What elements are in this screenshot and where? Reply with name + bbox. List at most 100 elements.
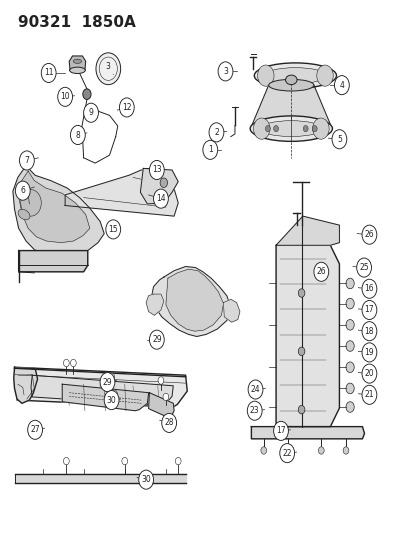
Circle shape [104, 391, 119, 410]
Circle shape [161, 414, 176, 432]
Ellipse shape [285, 75, 297, 85]
Circle shape [298, 406, 304, 414]
Circle shape [298, 347, 304, 356]
Circle shape [342, 447, 348, 454]
Polygon shape [69, 56, 85, 70]
Circle shape [285, 447, 291, 454]
Ellipse shape [268, 79, 313, 91]
Circle shape [28, 420, 43, 439]
Circle shape [361, 364, 376, 383]
Polygon shape [252, 85, 330, 124]
Text: 12: 12 [122, 103, 131, 112]
Circle shape [109, 373, 114, 381]
Text: 21: 21 [364, 390, 373, 399]
Text: 23: 23 [249, 406, 259, 415]
Circle shape [257, 65, 273, 86]
Circle shape [83, 89, 91, 100]
Circle shape [361, 321, 376, 341]
Circle shape [260, 447, 266, 454]
Circle shape [345, 341, 354, 351]
Circle shape [19, 151, 34, 170]
Circle shape [218, 62, 233, 81]
Text: 26: 26 [364, 230, 373, 239]
Circle shape [15, 181, 30, 200]
Circle shape [313, 262, 328, 281]
Circle shape [302, 125, 307, 132]
Polygon shape [65, 170, 178, 216]
Text: 3: 3 [105, 62, 110, 71]
Circle shape [112, 390, 117, 398]
Circle shape [345, 402, 354, 413]
Text: 19: 19 [364, 348, 373, 357]
Text: 11: 11 [44, 68, 53, 77]
Text: 28: 28 [164, 418, 173, 427]
Circle shape [334, 76, 349, 95]
Ellipse shape [249, 116, 332, 141]
Text: 15: 15 [108, 225, 118, 234]
Circle shape [311, 125, 316, 132]
Text: 25: 25 [358, 263, 368, 272]
Circle shape [345, 278, 354, 289]
Text: 4: 4 [339, 80, 344, 90]
Circle shape [158, 377, 164, 384]
Circle shape [316, 65, 332, 86]
Circle shape [21, 190, 41, 216]
Circle shape [149, 160, 164, 180]
Circle shape [100, 373, 115, 392]
Polygon shape [62, 384, 148, 411]
Circle shape [345, 383, 354, 394]
Text: 30: 30 [141, 475, 151, 484]
Text: 22: 22 [282, 449, 291, 458]
Polygon shape [31, 375, 173, 406]
Circle shape [361, 385, 376, 405]
Circle shape [106, 220, 120, 239]
Polygon shape [14, 368, 38, 403]
Text: 20: 20 [364, 369, 373, 378]
Circle shape [273, 125, 278, 132]
Ellipse shape [254, 63, 336, 88]
Text: 8: 8 [75, 131, 80, 140]
Polygon shape [275, 245, 339, 426]
Polygon shape [14, 367, 187, 407]
Text: 24: 24 [250, 385, 260, 394]
Circle shape [273, 421, 288, 440]
Ellipse shape [73, 59, 81, 63]
Circle shape [70, 359, 76, 367]
Circle shape [253, 118, 269, 139]
Polygon shape [140, 168, 178, 204]
Circle shape [318, 447, 323, 454]
Circle shape [163, 393, 169, 401]
Polygon shape [146, 294, 164, 316]
Text: 13: 13 [152, 166, 161, 174]
Circle shape [356, 258, 370, 277]
Text: 17: 17 [364, 305, 373, 314]
Polygon shape [151, 266, 231, 336]
Circle shape [247, 401, 261, 420]
Circle shape [41, 63, 56, 83]
Ellipse shape [18, 209, 30, 220]
Polygon shape [19, 251, 88, 272]
Polygon shape [275, 216, 339, 245]
Text: 90321  1850A: 90321 1850A [18, 14, 135, 30]
Text: 29: 29 [152, 335, 161, 344]
Circle shape [331, 130, 346, 149]
Text: 5: 5 [336, 135, 341, 144]
Polygon shape [13, 166, 104, 256]
Circle shape [345, 319, 354, 330]
Circle shape [361, 343, 376, 362]
Polygon shape [223, 300, 239, 322]
Circle shape [149, 330, 164, 349]
Circle shape [345, 298, 354, 309]
Circle shape [63, 359, 69, 367]
Polygon shape [166, 269, 223, 331]
Circle shape [121, 457, 127, 465]
Ellipse shape [69, 67, 85, 74]
Circle shape [119, 98, 134, 117]
Circle shape [63, 457, 69, 465]
Circle shape [209, 123, 223, 142]
Text: 17: 17 [275, 426, 285, 435]
Text: 3: 3 [223, 67, 228, 76]
Circle shape [153, 189, 168, 208]
Circle shape [247, 380, 262, 399]
Circle shape [70, 125, 85, 144]
